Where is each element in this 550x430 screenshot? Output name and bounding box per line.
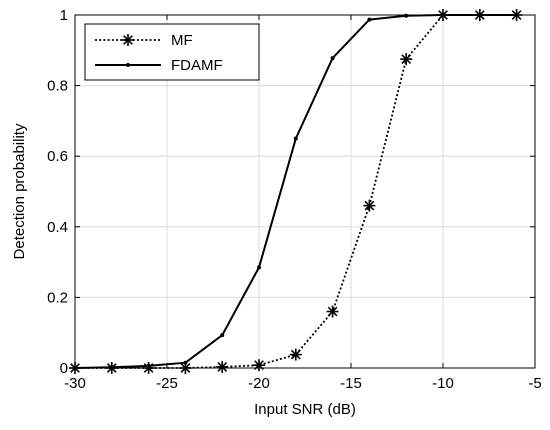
data-point-mf — [326, 305, 339, 318]
legend-label-mf: MF — [171, 32, 193, 49]
data-point-fdamf — [330, 56, 335, 61]
x-tick-label: -10 — [432, 375, 454, 392]
data-point-fdamf — [146, 363, 151, 368]
x-tick-label: -5 — [528, 375, 541, 392]
y-tick-label: 0.6 — [47, 148, 68, 165]
legend-asterisk-marker — [122, 34, 134, 46]
y-tick-label: 0.2 — [47, 289, 68, 306]
x-tick-label: -15 — [340, 375, 362, 392]
data-point-fdamf — [220, 333, 225, 338]
legend-marker-fdamf — [126, 63, 130, 67]
data-point-fdamf — [293, 136, 298, 141]
ticks: -30 -25 -20 -15 -10 -5 0 0.2 0.4 0.6 0.8 1 — [47, 7, 542, 392]
data-point-mf — [363, 199, 376, 212]
data-point-fdamf — [367, 17, 372, 22]
plot-frame — [74, 14, 536, 369]
y-tick-label: 0.4 — [47, 219, 68, 236]
legend-entry-fdamf: FDAMF — [95, 57, 223, 74]
y-axis-label: Detection probability — [11, 123, 28, 259]
y-tick-label: 0 — [60, 360, 68, 377]
legend-dot-marker — [126, 63, 130, 67]
x-axis-label: Input SNR (dB) — [254, 401, 356, 418]
legend-marker-mf — [122, 34, 134, 46]
x-tick-label: -30 — [64, 375, 86, 392]
data-point-mf — [216, 360, 229, 373]
legend-entry-mf: MF — [95, 32, 193, 49]
x-tick-label: -20 — [248, 375, 270, 392]
data-point-mf — [289, 348, 302, 361]
legend-box — [84, 23, 260, 81]
y-tick-label: 1 — [60, 7, 68, 24]
y-tick-label: 0.8 — [47, 78, 68, 95]
data-point-fdamf — [257, 265, 261, 270]
legend-label-fdamf: FDAMF — [171, 57, 223, 74]
legend: MF FDAMF — [84, 23, 260, 81]
x-tick-label: -25 — [156, 375, 178, 392]
data-point-fdamf — [183, 360, 188, 365]
data-point-fdamf — [109, 365, 114, 370]
data-point-fdamf — [404, 13, 409, 18]
data-point-mf — [400, 53, 413, 66]
